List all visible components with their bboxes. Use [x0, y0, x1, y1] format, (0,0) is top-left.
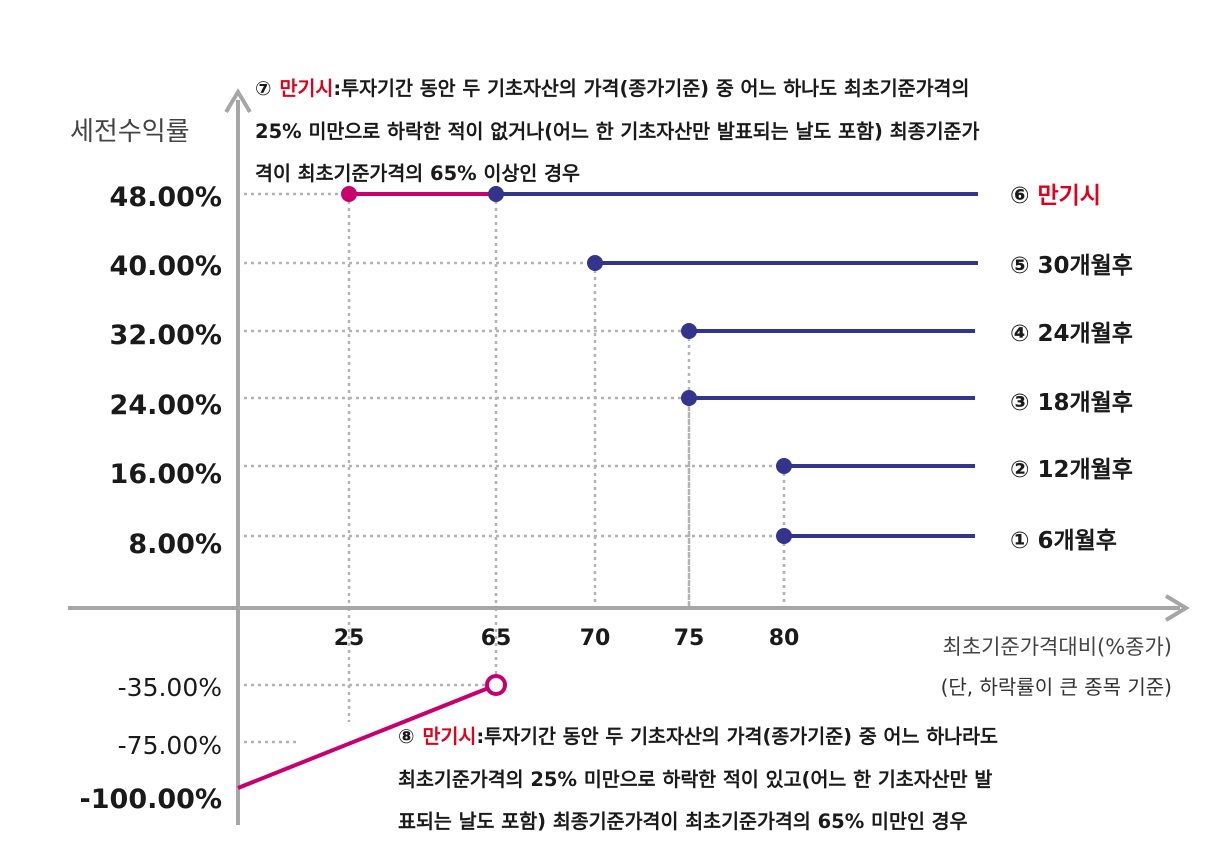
- series-label-6m: ① 6개월후: [1010, 528, 1117, 554]
- y-tick-label: 40.00%: [110, 251, 222, 282]
- y-tick-labels: 48.00% 40.00% 32.00% 24.00% 16.00% 8.00%…: [80, 182, 222, 815]
- note-7-line-1: ⑦ 만기시:투자기간 동안 두 기초자산의 가격(종가기준) 중 어느 하나도 최…: [255, 77, 969, 100]
- series-point-1: [776, 528, 792, 544]
- note-7-line-3: 격이 최초기준가격의 65% 이상인 경우: [255, 162, 580, 185]
- y-tick-label: 32.00%: [110, 320, 222, 351]
- y-tick-label: 16.00%: [110, 459, 222, 490]
- note-7-marker: ⑦: [255, 77, 272, 100]
- series-labels: ⑥ 만기시 ⑤ 30개월후 ④ 24개월후 ③ 18개월후 ② 12개월후 ① …: [1010, 183, 1133, 554]
- x-axis-title: 최초기준가격대비(%종가): [942, 635, 1172, 659]
- x-tick-label: 80: [769, 626, 800, 651]
- note-8-line-3: 표되는 날도 포함) 최종기준가격이 최초기준가격의 65% 미만인 경우: [398, 810, 968, 833]
- maturity-gain-point: [341, 186, 357, 202]
- y-axis-arrow: [224, 88, 252, 114]
- x-axis-note: (단, 하락률이 큰 종목 기준): [941, 675, 1172, 699]
- y-tick-label: 8.00%: [128, 529, 222, 560]
- y-tick-label: 24.00%: [110, 390, 222, 421]
- series-lines: [237, 192, 978, 790]
- series-label-24m: ④ 24개월후: [1010, 321, 1133, 347]
- series-label-maturity: ⑥ 만기시: [1010, 183, 1101, 209]
- series-label-12m: ② 12개월후: [1010, 457, 1133, 483]
- axes: [68, 88, 1190, 825]
- series-label-marker: ⑥: [1010, 183, 1037, 209]
- series-label-30m: ⑤ 30개월후: [1010, 253, 1133, 279]
- series-point-4: [681, 323, 697, 339]
- series-point-2: [776, 458, 792, 474]
- series-point-3: [681, 390, 697, 406]
- series-label-18m: ③ 18개월후: [1010, 390, 1133, 416]
- y-tick-label: -75.00%: [118, 731, 222, 760]
- note-8: ⑧ 만기시:투자기간 동안 두 기초자산의 가격(종가기준) 중 어느 하나라도 …: [398, 725, 998, 833]
- y-tick-label: 48.00%: [110, 182, 222, 213]
- series-label-text: 만기시: [1037, 183, 1100, 209]
- note-7-line-2: 25% 미만으로 하락한 적이 없거나(어느 한 기초자산만 발표되는 날도 포…: [255, 120, 979, 143]
- y-axis-title: 세전수익률: [70, 117, 190, 147]
- maturity-loss-point: [485, 674, 507, 696]
- note-8-title: 만기시: [423, 725, 477, 748]
- x-tick-label: 70: [580, 626, 611, 651]
- x-tick-label: 65: [481, 626, 512, 651]
- series-point-5: [587, 255, 603, 271]
- note-8-line-2: 최초기준가격의 25% 미만으로 하락한 적이 있고(어느 한 기초자산만 발: [398, 768, 992, 791]
- note-7-title: 만기시: [280, 77, 334, 100]
- y-tick-label: -100.00%: [80, 784, 222, 815]
- series-point-6: [488, 186, 504, 202]
- note-8-marker: ⑧: [398, 725, 415, 748]
- note-8-line-1: ⑧ 만기시:투자기간 동안 두 기초자산의 가격(종가기준) 중 어느 하나라도: [398, 725, 998, 748]
- x-axis-arrow: [1164, 594, 1190, 622]
- note-8-text-1: :투자기간 동안 두 기초자산의 가격(종가기준) 중 어느 하나라도: [476, 725, 998, 748]
- x-tick-label: 25: [334, 626, 365, 651]
- maturity-loss-line: [237, 683, 497, 790]
- data-marks: [341, 186, 792, 696]
- x-tick-labels: 25 65 70 75 80: [334, 626, 800, 651]
- y-tick-label: -35.00%: [118, 673, 222, 702]
- grid-lines: [244, 192, 786, 744]
- x-tick-label: 75: [674, 626, 705, 651]
- note-7: ⑦ 만기시:투자기간 동안 두 기초자산의 가격(종가기준) 중 어느 하나도 최…: [255, 77, 979, 185]
- note-7-text-1: :투자기간 동안 두 기초자산의 가격(종가기준) 중 어느 하나도 최초기준가…: [333, 77, 969, 100]
